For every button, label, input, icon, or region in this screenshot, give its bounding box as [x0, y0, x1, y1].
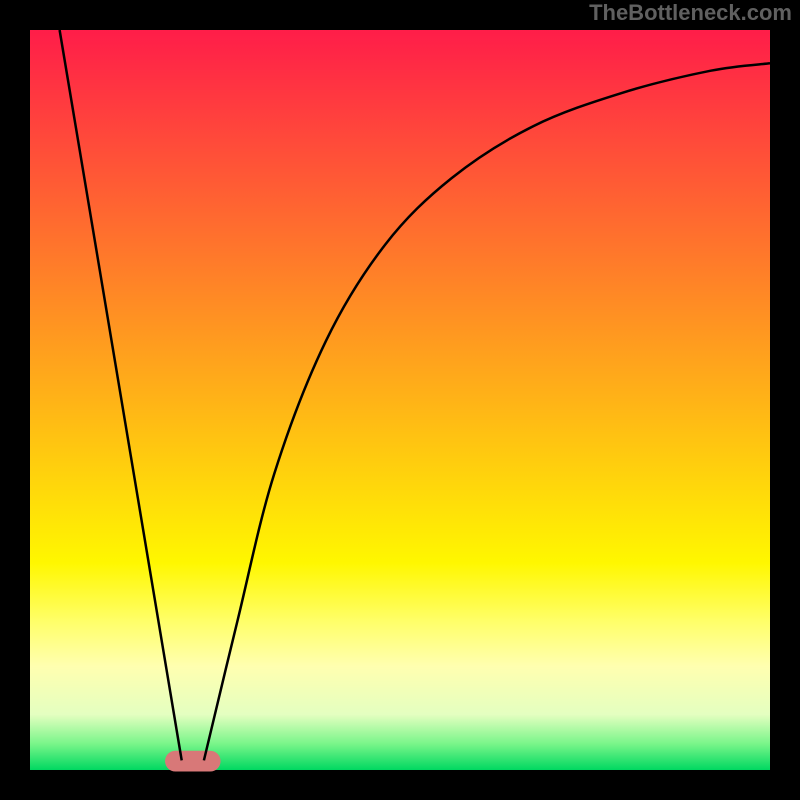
- chart-background: [30, 30, 770, 770]
- bottleneck-chart: [0, 0, 800, 800]
- minimum-marker: [165, 751, 221, 772]
- watermark-text: TheBottleneck.com: [589, 0, 792, 26]
